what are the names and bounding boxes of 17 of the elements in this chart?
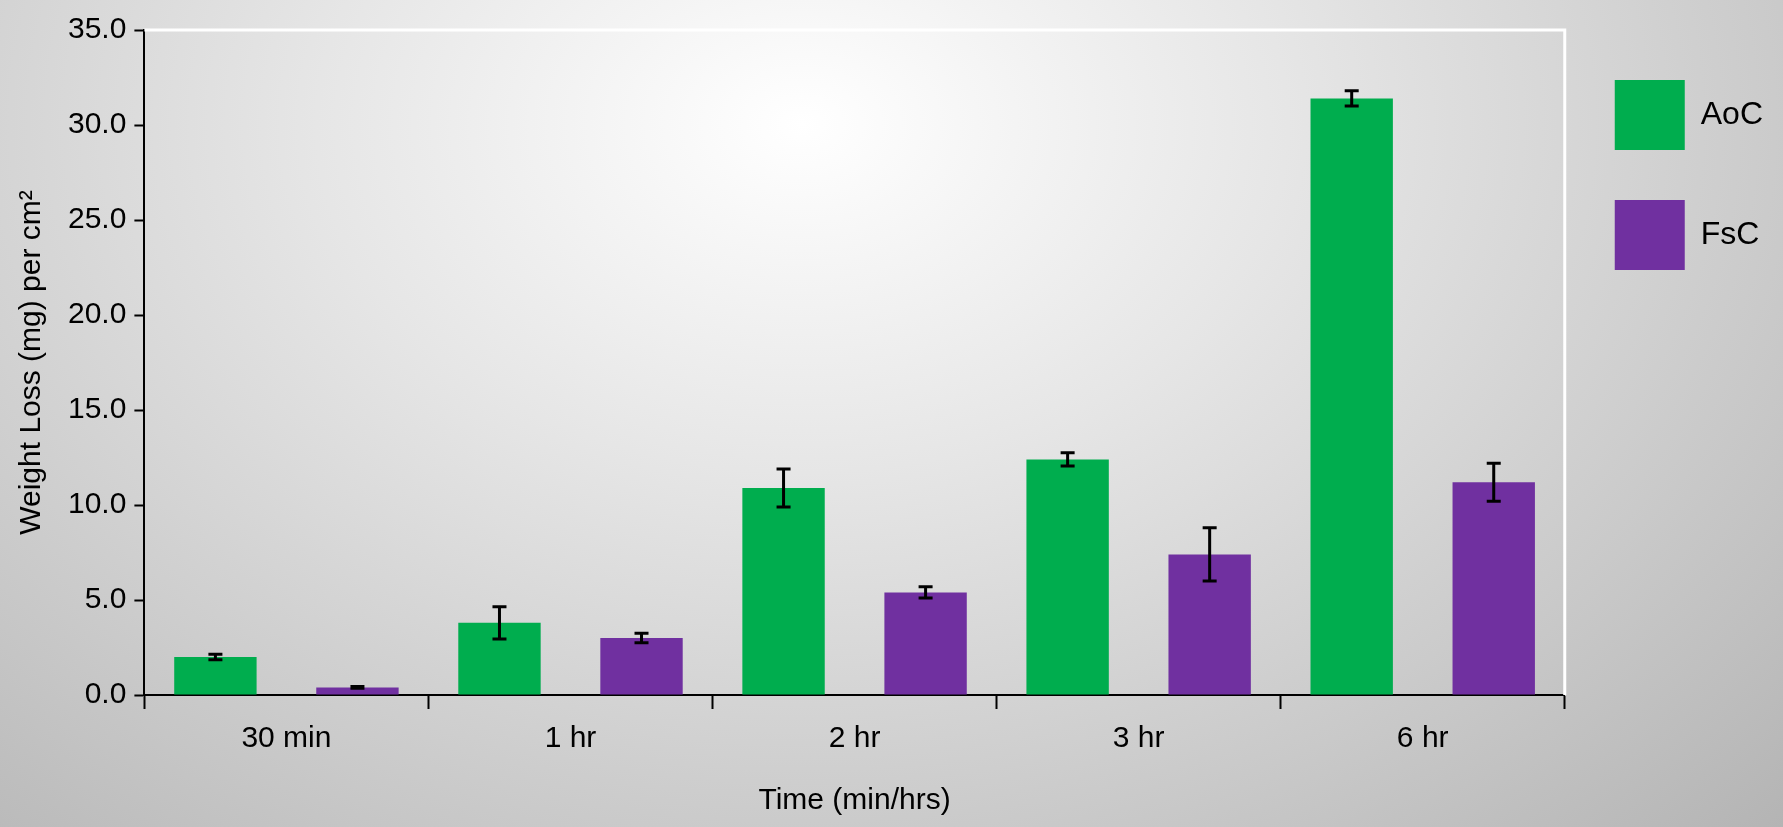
y-tick-label: 10.0	[68, 486, 127, 520]
x-tick-label: 30 min	[241, 720, 332, 754]
x-tick-label: 1 hr	[544, 720, 597, 754]
x-axis-title: Time (min/hrs)	[758, 782, 951, 816]
y-axis-title: Weight Loss (mg) per cm²	[13, 190, 47, 535]
y-tick-label: 5.0	[84, 581, 127, 615]
y-tick-label: 0.0	[84, 676, 127, 710]
legend-label: AoC	[1700, 94, 1763, 131]
y-tick-label: 15.0	[68, 391, 127, 425]
legend-label: FsC	[1700, 214, 1760, 251]
y-tick-label: 35.0	[68, 11, 127, 45]
x-tick-label: 3 hr	[1112, 720, 1165, 754]
x-tick-label: 2 hr	[828, 720, 881, 754]
y-tick-label: 30.0	[68, 106, 127, 140]
y-tick-label: 20.0	[68, 296, 127, 330]
y-tick-label: 25.0	[68, 201, 127, 235]
x-tick-label: 6 hr	[1396, 720, 1449, 754]
